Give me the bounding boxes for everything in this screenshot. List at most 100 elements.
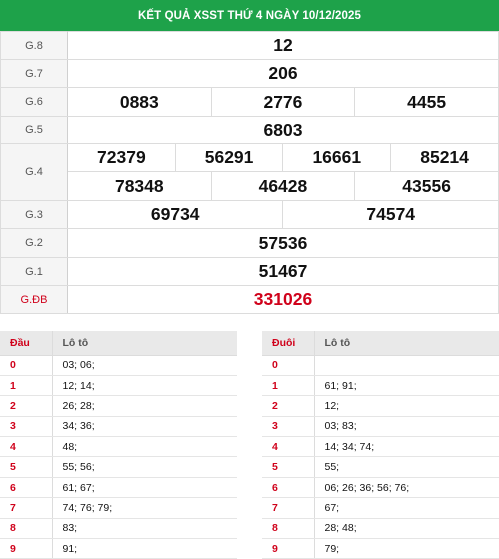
results-header: KẾT QUẢ XSST THỨ 4 NGÀY 10/12/2025 — [0, 0, 499, 31]
loto-key: 3 — [0, 416, 53, 438]
loto-values: 61; 91; — [314, 375, 499, 397]
prize-label: G.5 — [0, 116, 68, 144]
loto-values: 03; 06; — [52, 355, 237, 376]
prize-label: G.7 — [0, 59, 68, 88]
loto-tail-table: Đuôi Lô tô 0 1 61; 91; 2 12; 3 03; 83; 4 14;… — [262, 331, 499, 559]
col-head-dau: Đầu — [0, 331, 53, 356]
row-g4b: 78348 46428 43556 — [1, 171, 499, 201]
loto-key: 1 — [262, 375, 315, 397]
table-row: 5 55; — [262, 456, 499, 478]
prize-number: 2776 — [210, 87, 356, 117]
special-prize-number: 331026 — [67, 285, 499, 314]
loto-key: 2 — [0, 395, 53, 417]
table-row: 8 28; 48; — [262, 518, 499, 540]
table-row: 9 79; — [262, 538, 499, 559]
loto-values: 61; 67; — [52, 477, 237, 499]
table-row: 6 61; 67; — [0, 477, 237, 499]
prize-number: 56291 — [174, 143, 284, 172]
row-g2: G.2 57536 — [0, 228, 499, 258]
prize-number: 46428 — [210, 171, 356, 201]
table-row: 0 — [262, 355, 499, 376]
results-title: KẾT QUẢ XSST THỨ 4 NGÀY 10/12/2025 — [137, 9, 361, 22]
col-head-loto: Lô tô — [52, 331, 237, 356]
table-row: 0 03; 06; — [0, 355, 237, 376]
loto-values: 91; — [52, 538, 237, 559]
loto-key: 6 — [0, 477, 53, 499]
loto-values: 12; — [314, 395, 499, 417]
results-table: G.8 12 G.7 206 G.6 0883 2776 4455 G.5 68… — [0, 31, 499, 314]
row-g1: G.1 51467 — [0, 257, 499, 286]
loto-key: 8 — [0, 518, 53, 540]
table-row: 7 74; 76; 79; — [0, 497, 237, 519]
loto-key: 6 — [262, 477, 315, 499]
loto-key: 8 — [262, 518, 315, 540]
prize-label: G.1 — [0, 257, 68, 286]
row-gdb: G.ĐB 331026 — [0, 285, 499, 314]
loto-key: 9 — [262, 538, 315, 559]
loto-head-table: Đầu Lô tô 0 03; 06; 1 12; 14; 2 26; 28; 3 34… — [0, 331, 237, 559]
table-row: 7 67; — [262, 497, 499, 519]
prize-label-special: G.ĐB — [0, 285, 68, 314]
prize-number: 69734 — [66, 200, 284, 229]
loto-values: 14; 34; 74; — [314, 436, 499, 458]
row-g3: G.3 69734 74574 — [0, 200, 499, 229]
loto-values — [314, 355, 499, 376]
prize-label: G.4 — [0, 143, 68, 201]
table-row: 2 12; — [262, 395, 499, 417]
prize-number: 12 — [67, 31, 499, 60]
row-g4a: G.4 72379 56291 16661 85214 — [0, 143, 499, 201]
loto-key: 0 — [0, 355, 53, 376]
prize-label: G.2 — [0, 228, 68, 258]
prize-number: 43556 — [354, 171, 499, 201]
loto-values: 06; 26; 36; 56; 76; — [314, 477, 499, 499]
table-row: 4 14; 34; 74; — [262, 436, 499, 458]
table-row: 3 34; 36; — [0, 416, 237, 438]
row-g5: G.5 6803 — [0, 116, 499, 144]
loto-key: 4 — [0, 436, 53, 458]
loto-key: 3 — [262, 416, 315, 438]
row-g6: G.6 0883 2776 4455 — [0, 87, 499, 117]
loto-values: 34; 36; — [52, 416, 237, 438]
loto-values: 12; 14; — [52, 375, 237, 397]
prize-label: G.8 — [0, 31, 68, 60]
prize-number: 206 — [67, 59, 499, 88]
loto-key: 7 — [0, 497, 53, 519]
prize-number: 78348 — [67, 171, 212, 201]
prize-number: 16661 — [282, 143, 392, 172]
loto-key: 9 — [0, 538, 53, 559]
table-row: 1 12; 14; — [0, 375, 237, 397]
prize-number: 51467 — [67, 257, 499, 286]
prize-label: G.3 — [0, 200, 68, 229]
table-row: 8 83; — [0, 518, 237, 540]
loto-values: 48; — [52, 436, 237, 458]
table-row: 2 26; 28; — [0, 395, 237, 417]
loto-values: 67; — [314, 497, 499, 519]
loto-key: 0 — [262, 355, 315, 376]
prize-number: 85214 — [390, 143, 499, 172]
loto-values: 55; — [314, 456, 499, 478]
table-row: 5 55; 56; — [0, 456, 237, 478]
loto-key: 1 — [0, 375, 53, 397]
row-g8: G.8 12 — [0, 31, 499, 60]
loto-key: 7 — [262, 497, 315, 519]
loto-values: 83; — [52, 518, 237, 540]
col-head-duoi: Đuôi — [262, 331, 315, 356]
prize-number: 6803 — [67, 116, 499, 144]
loto-values: 28; 48; — [314, 518, 499, 540]
prize-number: 57536 — [67, 228, 499, 258]
loto-values: 55; 56; — [52, 456, 237, 478]
table-row: 9 91; — [0, 538, 237, 559]
loto-key: 2 — [262, 395, 315, 417]
loto-values: 03; 83; — [314, 416, 499, 438]
prize-number: 0883 — [67, 87, 212, 117]
prize-number: 4455 — [354, 87, 499, 117]
loto-values: 74; 76; 79; — [52, 497, 237, 519]
table-row: 3 03; 83; — [262, 416, 499, 438]
col-head-loto: Lô tô — [314, 331, 499, 356]
prize-label: G.6 — [0, 87, 68, 117]
loto-key: 5 — [0, 456, 53, 478]
prize-number: 74574 — [282, 200, 499, 229]
loto-values: 26; 28; — [52, 395, 237, 417]
table-row: 6 06; 26; 36; 56; 76; — [262, 477, 499, 499]
prize-number: 72379 — [67, 143, 176, 172]
